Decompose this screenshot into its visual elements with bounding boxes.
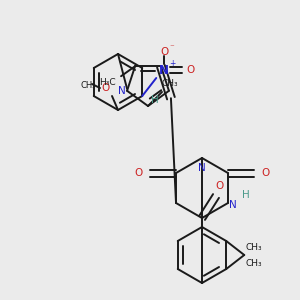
Text: O: O xyxy=(262,168,270,178)
Text: ⁻: ⁻ xyxy=(170,44,175,52)
Text: CH₃: CH₃ xyxy=(246,242,262,251)
Text: CH₃: CH₃ xyxy=(162,80,178,88)
Text: H: H xyxy=(151,95,159,105)
Text: N: N xyxy=(159,64,169,76)
Text: CH₃: CH₃ xyxy=(246,259,262,268)
Text: O: O xyxy=(102,83,110,93)
Text: H: H xyxy=(242,190,250,200)
Text: +: + xyxy=(169,58,176,68)
Text: H₃C: H₃C xyxy=(99,78,116,87)
Text: CH₃: CH₃ xyxy=(80,80,96,89)
Text: N: N xyxy=(118,86,126,96)
Text: N: N xyxy=(198,163,206,173)
Text: O: O xyxy=(216,181,224,191)
Text: O: O xyxy=(134,168,142,178)
Text: N: N xyxy=(229,200,237,210)
Text: O: O xyxy=(160,47,168,57)
Text: O: O xyxy=(186,65,194,75)
